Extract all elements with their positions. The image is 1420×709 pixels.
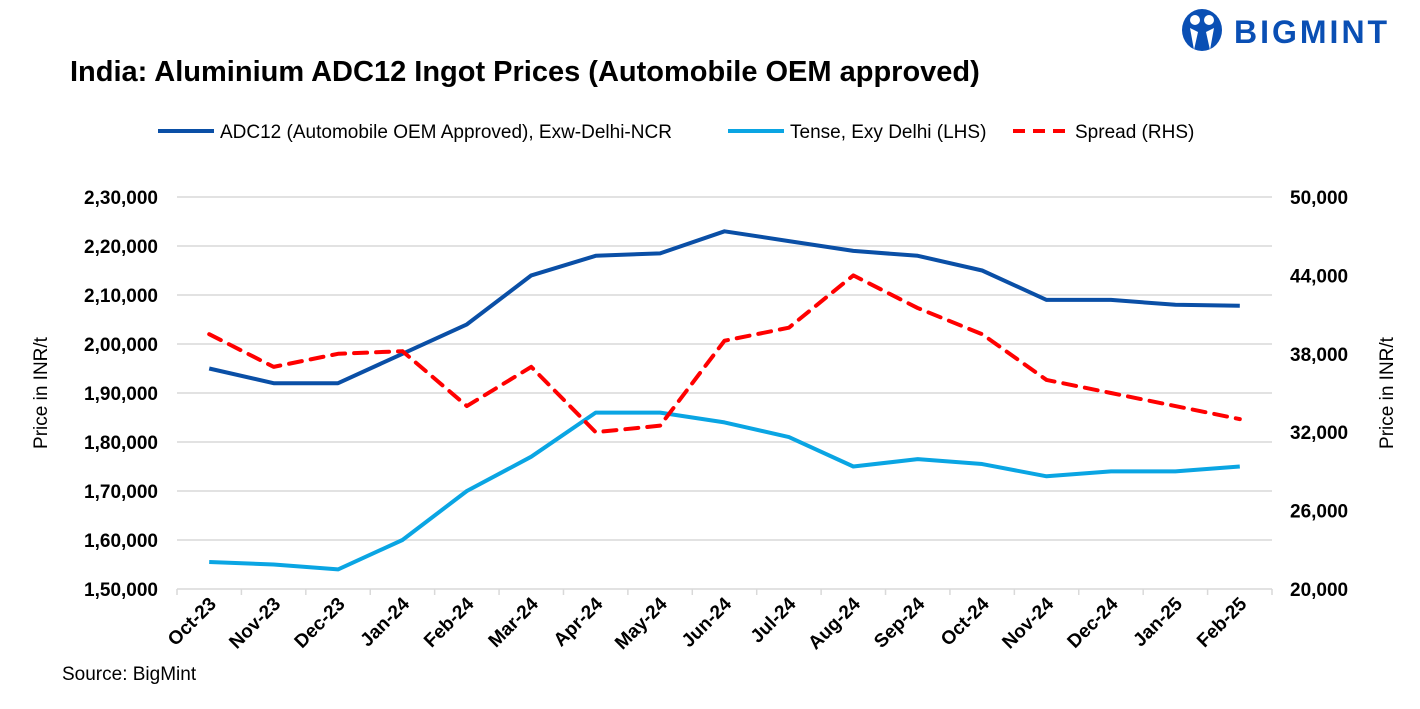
- x-tick-label: May-24: [611, 593, 672, 654]
- y-tick-label: 1,60,000: [84, 531, 158, 552]
- y2-tick-label: 44,000: [1290, 266, 1348, 287]
- x-tick-label: Oct-23: [164, 594, 221, 651]
- legend-label: ADC12 (Automobile OEM Approved), Exw-Del…: [220, 122, 672, 143]
- x-tick-label: Jan-25: [1129, 593, 1187, 651]
- y2-tick-label: 38,000: [1290, 345, 1348, 366]
- y-tick-label: 2,00,000: [84, 335, 158, 356]
- x-tick-label: Jun-24: [678, 593, 736, 651]
- y-axis-label: Price in INR/t: [31, 336, 52, 449]
- source-note: Source: BigMint: [62, 664, 197, 685]
- x-tick-label: Sep-24: [870, 593, 929, 652]
- series-line-1: [209, 410, 1240, 572]
- y-tick-label: 1,90,000: [84, 384, 158, 405]
- x-tick-label: Aug-24: [804, 593, 865, 654]
- x-tick-label: Dec-24: [1064, 593, 1123, 652]
- y-tick-label: 1,80,000: [84, 433, 158, 454]
- legend-label: Spread (RHS): [1075, 122, 1194, 143]
- y-tick-label: 2,20,000: [84, 237, 158, 258]
- y-tick-label: 1,50,000: [84, 580, 158, 601]
- x-tick-label: Dec-23: [291, 594, 350, 653]
- chart-title: India: Aluminium ADC12 Ingot Prices (Aut…: [70, 56, 980, 88]
- y-tick-label: 1,70,000: [84, 482, 158, 503]
- y2-tick-label: 20,000: [1290, 580, 1348, 601]
- brand-name: BIGMINT: [1234, 13, 1391, 50]
- brand-logo: BIGMINT: [1180, 8, 1390, 56]
- y2-tick-label: 50,000: [1290, 188, 1348, 209]
- series-line-2: [207, 273, 1242, 435]
- x-tick-label: Feb-24: [420, 593, 478, 651]
- y2-tick-label: 32,000: [1290, 423, 1348, 444]
- y-tick-label: 2,10,000: [84, 286, 158, 307]
- y-tick-label: 2,30,000: [84, 188, 158, 209]
- bigmint-logo-icon: [1182, 9, 1222, 51]
- x-tick-label: Jan-24: [357, 593, 415, 651]
- series-line-0: [208, 229, 1240, 386]
- x-tick-label: Apr-24: [550, 593, 608, 651]
- x-tick-label: Oct-24: [937, 593, 994, 650]
- y2-tick-label: 26,000: [1290, 502, 1348, 523]
- y2-axis-label: Price in INR/t: [1377, 336, 1398, 449]
- legend-label: Tense, Exy Delhi (LHS): [790, 122, 986, 143]
- x-tick-label: Nov-23: [226, 594, 286, 654]
- x-tick-label: Mar-24: [485, 593, 543, 651]
- x-tick-label: Feb-25: [1193, 593, 1251, 651]
- x-tick-label: Nov-24: [998, 593, 1058, 653]
- x-tick-label: Jul-24: [747, 593, 801, 647]
